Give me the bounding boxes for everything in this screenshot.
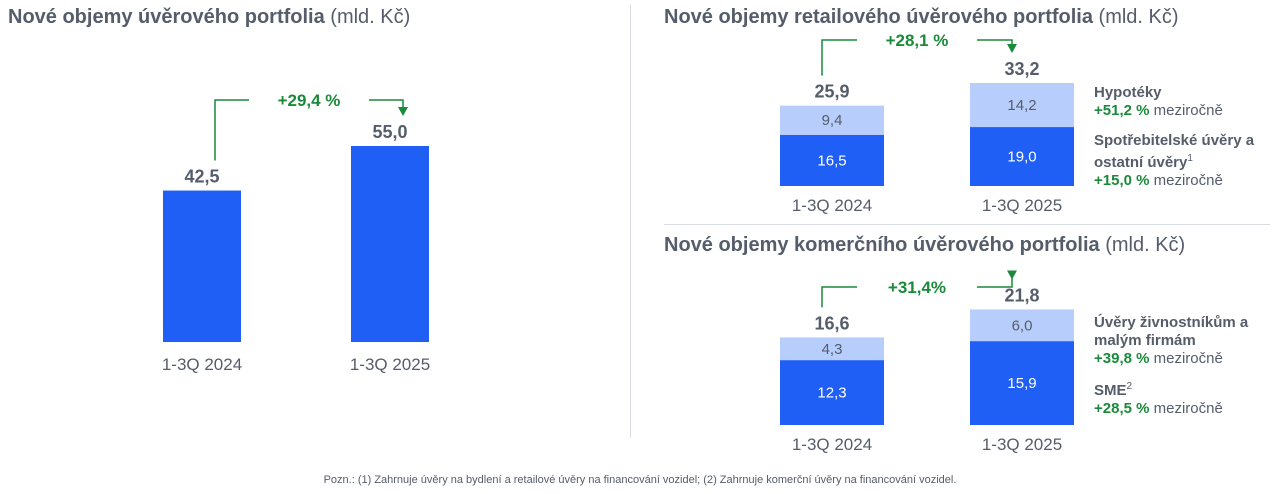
commercial-growth-label: +31,4% <box>888 278 946 297</box>
footnote-marker: 1 <box>1187 153 1193 164</box>
retail-segment-label-2-1: 19,0 <box>1007 149 1036 166</box>
commercial-title-unit: (mld. Kč) <box>1105 234 1186 256</box>
legend-label: Hypotéky <box>1094 84 1162 101</box>
retail-title-text: Nové objemy retailového úvěrového portfo… <box>664 6 1093 28</box>
portfolio-growth-line-left <box>214 99 249 161</box>
legend-change: +28,5 % <box>1094 400 1150 417</box>
legend-change: +51,2 % <box>1094 102 1150 119</box>
portfolio-growth-line-right <box>369 99 404 108</box>
commercial-chart-title: Nové objemy komerčního úvěrového portfol… <box>664 234 1185 257</box>
portfolio-bar-1 <box>163 190 241 342</box>
footnote-marker: 2 <box>1126 381 1133 392</box>
retail-legend-mortgages: Hypotéky +51,2 % meziročně <box>1094 84 1274 120</box>
retail-segment-label-1-2: 9,4 <box>822 112 843 129</box>
commercial-bar-1-segment-2 <box>780 337 884 361</box>
portfolio-bar-2 <box>351 146 429 342</box>
commercial-segment-label-2-1: 15,9 <box>1007 375 1036 392</box>
portfolio-category-label-2: 1-3Q 2025 <box>350 355 430 374</box>
legend-suffix: meziročně <box>1153 102 1223 119</box>
retail-bar-1-segment-1 <box>780 134 884 186</box>
retail-chart-title: Nové objemy retailového úvěrového portfo… <box>664 6 1179 29</box>
commercial-legend-sme: SME2 +28,5 % meziročně <box>1094 378 1274 418</box>
footnote: Pozn.: (1) Zahrnuje úvěry na bydlení a r… <box>323 474 957 486</box>
commercial-growth-line-left <box>821 286 857 308</box>
retail-bar-2-segment-1 <box>970 127 1074 186</box>
commercial-total-label-1: 16,6 <box>814 313 849 333</box>
retail-growth-line-left <box>821 39 857 76</box>
legend-label-cont: malým firmám <box>1094 332 1196 349</box>
legend-suffix: meziročně <box>1153 400 1223 417</box>
portfolio-growth-arrow-icon <box>398 107 408 116</box>
left-title-unit: (mld. Kč) <box>330 6 411 28</box>
commercial-legend-small-business: Úvěry živnostníkům a malým firmám +39,8 … <box>1094 314 1274 368</box>
legend-change: +15,0 % <box>1094 172 1150 189</box>
retail-legend: Hypotéky +51,2 % meziročně Spotřebitelsk… <box>1094 84 1274 200</box>
retail-bar-2-segment-2 <box>970 83 1074 128</box>
left-title-text: Nové objemy úvěrového portfolia <box>8 6 325 28</box>
portfolio-bar-value-2: 55,0 <box>372 122 407 142</box>
legend-label-cont: ostatní úvěry <box>1094 154 1188 171</box>
retail-segment-label-1-1: 16,5 <box>817 152 846 169</box>
retail-category-label-1: 1-3Q 2024 <box>792 196 872 215</box>
commercial-total-label-2: 21,8 <box>1004 285 1039 305</box>
retail-legend-consumer: Spotřebitelské úvěry a ostatní úvěry1 +1… <box>1094 132 1274 190</box>
retail-total-label-1: 25,9 <box>814 82 849 102</box>
retail-title-unit: (mld. Kč) <box>1098 6 1179 28</box>
legend-change: +39,8 % <box>1094 350 1150 367</box>
retail-total-label-2: 33,2 <box>1004 59 1039 79</box>
vertical-divider <box>630 5 631 438</box>
legend-suffix: meziročně <box>1153 350 1223 367</box>
left-chart-title: Nové objemy úvěrového portfolia (mld. Kč… <box>8 6 410 29</box>
commercial-bar-2-segment-2 <box>970 309 1074 342</box>
commercial-bar-2-segment-1 <box>970 341 1074 425</box>
legend-label: SME <box>1094 382 1127 399</box>
retail-segment-label-2-2: 14,2 <box>1007 97 1036 114</box>
commercial-growth-arrow-icon <box>1007 270 1017 280</box>
portfolio-bar-value-1: 42,5 <box>184 167 219 187</box>
retail-bar-1-segment-2 <box>780 105 884 135</box>
commercial-segment-label-1-2: 4,3 <box>822 341 843 358</box>
legend-suffix: meziročně <box>1153 172 1223 189</box>
retail-category-label-2: 1-3Q 2025 <box>982 196 1062 215</box>
horizontal-divider <box>664 224 1270 225</box>
portfolio-category-label-1: 1-3Q 2024 <box>162 355 242 374</box>
commercial-legend: Úvěry živnostníkům a malým firmám +39,8 … <box>1094 314 1274 428</box>
commercial-segment-label-2-2: 6,0 <box>1012 317 1033 334</box>
commercial-category-label-1: 1-3Q 2024 <box>792 435 872 454</box>
legend-label: Spotřebitelské úvěry a <box>1094 132 1255 149</box>
commercial-title-text: Nové objemy komerčního úvěrového portfol… <box>664 234 1100 256</box>
commercial-segment-label-1-1: 12,3 <box>817 385 846 402</box>
commercial-bar-1-segment-1 <box>780 360 884 425</box>
commercial-category-label-2: 1-3Q 2025 <box>982 435 1062 454</box>
retail-growth-arrow-icon <box>1007 44 1017 53</box>
legend-label: Úvěry živnostníkům a <box>1094 314 1249 331</box>
retail-growth-line-right <box>977 39 1013 45</box>
retail-growth-label: +28,1 % <box>886 31 949 50</box>
portfolio-growth-label: +29,4 % <box>278 91 341 110</box>
